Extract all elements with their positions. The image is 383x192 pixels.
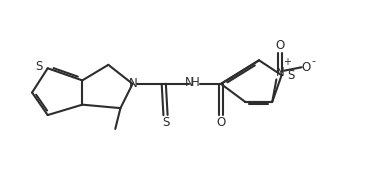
Text: N: N: [275, 66, 284, 79]
Text: S: S: [35, 60, 43, 73]
Text: O: O: [216, 116, 226, 129]
Text: N: N: [129, 77, 138, 90]
Text: +: +: [283, 57, 291, 67]
Text: O: O: [301, 61, 311, 74]
Text: S: S: [288, 69, 295, 82]
Text: S: S: [162, 116, 169, 129]
Text: -: -: [311, 56, 316, 66]
Text: H: H: [191, 76, 199, 89]
Text: N: N: [185, 76, 193, 89]
Text: O: O: [275, 39, 285, 52]
